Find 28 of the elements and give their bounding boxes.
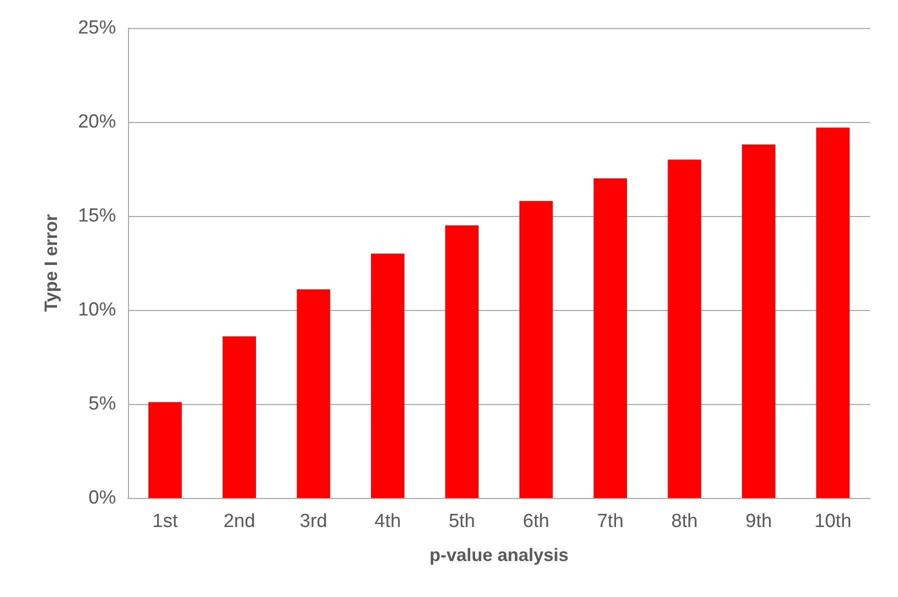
x-tick-label: 5th: [448, 511, 476, 532]
bar: [742, 144, 776, 498]
y-tick-label: 15%: [78, 206, 116, 226]
bar: [148, 402, 182, 498]
bar: [816, 128, 850, 498]
x-tick-label: 9th: [745, 511, 772, 532]
x-tick-label: 6th: [522, 511, 550, 532]
y-tick-label: 20%: [78, 112, 116, 132]
x-tick-label: 1st: [152, 511, 178, 532]
y-tick-label: 25%: [78, 18, 116, 38]
x-tick-label: 8th: [671, 511, 698, 532]
bar: [594, 178, 627, 498]
bar: [296, 289, 330, 498]
bar: [445, 225, 479, 498]
bar: [222, 336, 256, 498]
y-tick-label: 5%: [88, 394, 116, 414]
x-tick-label: 7th: [597, 511, 624, 532]
bar: [668, 160, 702, 498]
y-tick-label: 10%: [78, 300, 116, 320]
x-tick-label: 10th: [814, 511, 852, 532]
bar: [371, 254, 404, 498]
y-axis-title: Type I error: [41, 214, 61, 312]
y-tick-label: 0%: [88, 488, 116, 508]
bar: [519, 200, 553, 498]
x-tick-label: 4th: [374, 511, 401, 532]
x-axis-title: p-value analysis: [429, 545, 569, 565]
x-tick-label: 2nd: [223, 511, 256, 532]
x-tick-label: 3rd: [300, 511, 328, 532]
